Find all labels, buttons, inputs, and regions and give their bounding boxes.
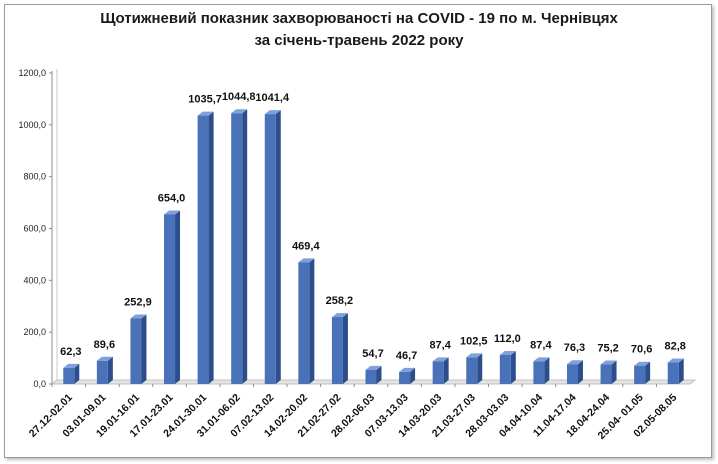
bar-side: [208, 111, 214, 384]
data-label: 76,3: [564, 342, 585, 354]
chart-title: Щотижневий показник захворюваності на CO…: [100, 10, 618, 27]
bar-side: [141, 314, 147, 384]
bar-side: [577, 360, 583, 384]
bar-side: [510, 350, 516, 384]
bar-side: [275, 110, 281, 385]
back-wall-edge: [51, 69, 58, 385]
bar-top: [667, 358, 684, 363]
bar-top: [231, 109, 248, 114]
bar-side: [175, 210, 181, 384]
y-tick-label: 600,0: [23, 224, 46, 234]
data-label: 1035,7: [188, 94, 222, 106]
data-label: 62,3: [60, 346, 81, 358]
bar: [499, 354, 511, 384]
y-tick-label: 0,0: [33, 379, 46, 389]
bar-top: [499, 350, 516, 355]
bar: [634, 365, 646, 384]
bar-side: [544, 357, 550, 384]
bar: [399, 371, 411, 384]
bar: [63, 367, 75, 384]
data-label: 70,6: [631, 344, 652, 356]
bar: [130, 318, 142, 384]
bar: [600, 364, 612, 384]
bar-side: [477, 353, 483, 384]
data-label: 87,4: [530, 339, 552, 351]
data-label: 1041,4: [255, 92, 290, 104]
bar-side: [376, 365, 382, 384]
bar-top: [600, 360, 617, 365]
bar-top: [331, 313, 348, 318]
bar-side: [611, 360, 617, 384]
data-label: 469,4: [292, 240, 320, 252]
bar: [365, 369, 377, 384]
data-label: 75,2: [597, 343, 618, 355]
bar: [667, 362, 679, 384]
data-label: 54,7: [362, 348, 383, 360]
bar-side: [678, 358, 684, 384]
y-tick-label: 400,0: [23, 275, 46, 285]
bar-side: [74, 363, 80, 384]
bar-top: [298, 258, 315, 263]
bar-side: [443, 357, 449, 384]
bar-top: [164, 210, 181, 215]
data-label: 102,5: [460, 335, 488, 347]
bar: [231, 113, 243, 385]
bar: [96, 360, 108, 384]
data-label: 1044,8: [222, 91, 256, 103]
bar-top: [63, 363, 80, 368]
bar: [164, 214, 176, 384]
bar-top: [533, 357, 550, 362]
data-label: 82,8: [664, 341, 685, 353]
y-tick-label: 1000,0: [18, 120, 46, 130]
bar-side: [410, 367, 416, 384]
bar: [298, 262, 310, 384]
bar: [432, 361, 444, 384]
bar: [264, 114, 276, 385]
bar: [197, 115, 209, 384]
data-label: 112,0: [494, 333, 521, 345]
bar-top: [634, 361, 651, 366]
data-label: 258,2: [326, 295, 354, 307]
data-label: 46,7: [396, 350, 417, 362]
bar-top: [365, 365, 382, 370]
bar-top: [197, 111, 214, 116]
bar-top: [432, 357, 449, 362]
bar-side: [342, 313, 348, 384]
data-label: 654,0: [158, 193, 186, 205]
bar: [466, 357, 478, 384]
bar-side: [309, 258, 315, 384]
bar: [566, 364, 578, 384]
bar: [331, 317, 343, 384]
bar-top: [264, 110, 281, 115]
bar-top: [130, 314, 147, 319]
bar-top: [96, 356, 113, 361]
y-tick-label: 200,0: [23, 327, 46, 337]
y-tick-label: 1200,0: [18, 68, 46, 78]
bar-side: [645, 361, 651, 384]
y-tick-label: 800,0: [23, 172, 46, 182]
data-label: 87,4: [429, 339, 451, 351]
bar-side: [242, 109, 248, 385]
bar: [533, 361, 545, 384]
bar-side: [107, 356, 113, 384]
data-label: 89,6: [94, 339, 115, 351]
bar-top: [566, 360, 583, 365]
bar-top: [466, 353, 483, 358]
data-label: 252,9: [124, 296, 152, 308]
bar-top: [399, 367, 416, 372]
chart-subtitle: за січень-травень 2022 року: [254, 32, 464, 49]
